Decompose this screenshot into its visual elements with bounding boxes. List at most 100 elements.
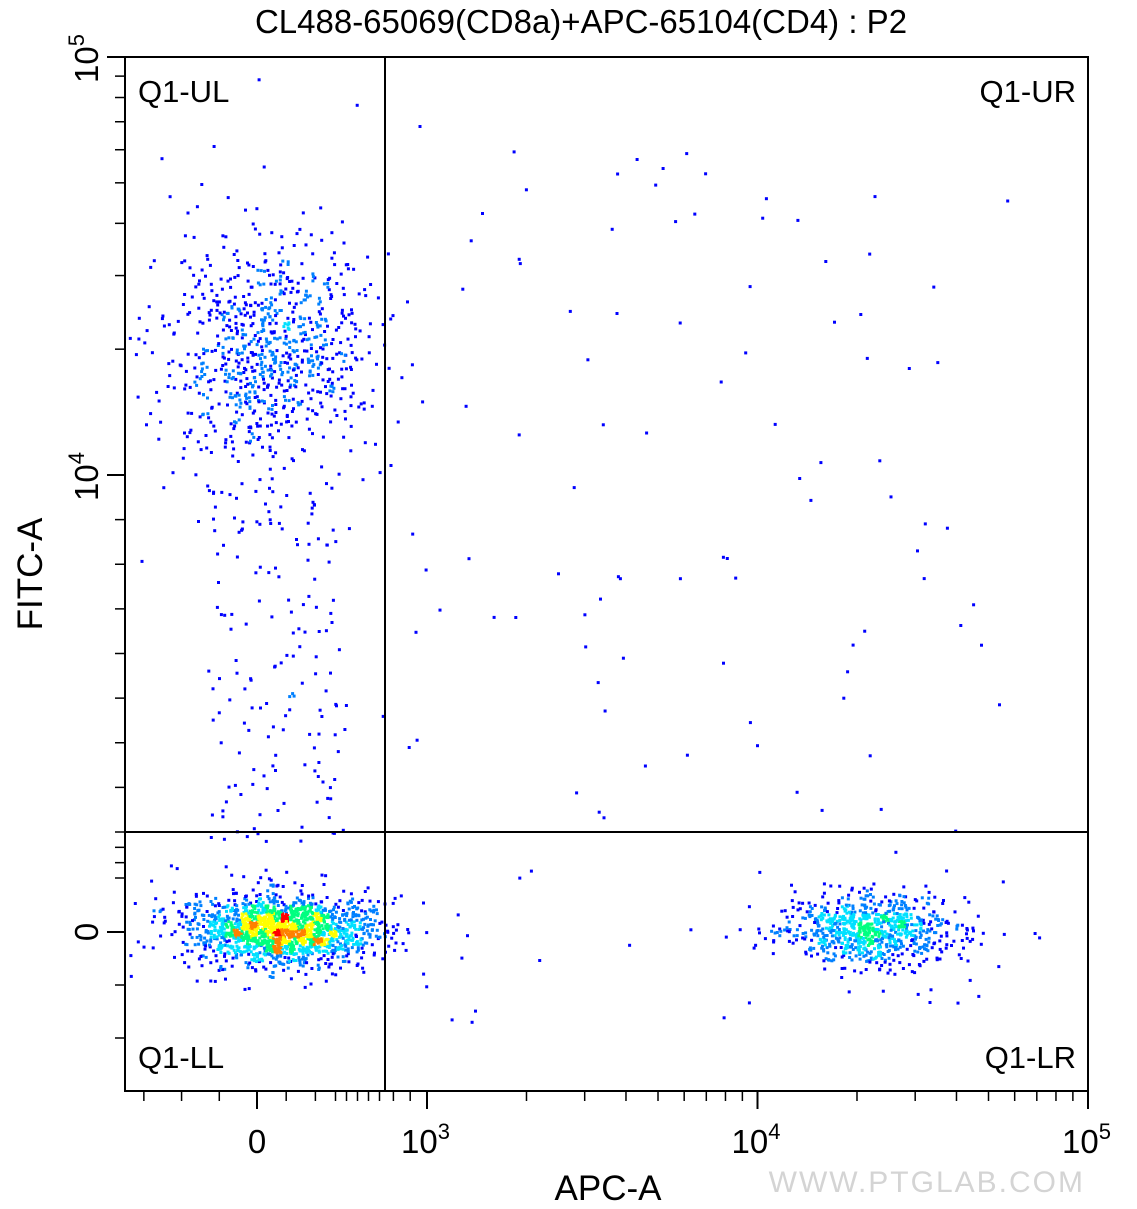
event-dot bbox=[288, 353, 292, 357]
event-dot bbox=[321, 780, 325, 784]
event-dot bbox=[151, 920, 155, 924]
event-dot bbox=[804, 931, 808, 935]
event-dot bbox=[321, 355, 325, 359]
event-dot bbox=[229, 627, 233, 631]
event-dot bbox=[274, 421, 278, 425]
event-dot bbox=[353, 905, 356, 908]
event-dot bbox=[268, 433, 272, 437]
event-dot bbox=[220, 490, 224, 494]
event-dot bbox=[265, 787, 269, 791]
event-dot bbox=[314, 935, 318, 939]
event-dot bbox=[215, 316, 219, 320]
event-dot bbox=[804, 952, 808, 956]
event-dot bbox=[209, 420, 213, 424]
event-dot bbox=[820, 808, 824, 812]
event-dot bbox=[313, 577, 317, 581]
event-dot bbox=[918, 947, 922, 950]
event-dot bbox=[322, 933, 325, 937]
event-dot bbox=[204, 955, 208, 959]
event-dot bbox=[378, 921, 382, 925]
event-dot bbox=[202, 918, 206, 921]
event-dot bbox=[213, 505, 217, 509]
event-dot bbox=[234, 940, 238, 944]
event-dot bbox=[314, 912, 317, 915]
event-dot bbox=[268, 939, 272, 943]
event-dot bbox=[256, 281, 260, 285]
event-dot bbox=[858, 917, 862, 921]
event-dot bbox=[311, 409, 315, 413]
event-dot bbox=[779, 929, 783, 933]
event-dot bbox=[351, 391, 355, 395]
event-dot bbox=[282, 404, 286, 408]
event-dot bbox=[273, 298, 277, 302]
event-dot bbox=[322, 954, 326, 958]
event-dot bbox=[212, 949, 216, 953]
event-dot bbox=[810, 914, 814, 917]
event-dot bbox=[223, 445, 227, 449]
event-dot bbox=[285, 389, 289, 392]
event-dot bbox=[342, 359, 346, 363]
event-dot bbox=[333, 778, 337, 781]
event-dot bbox=[914, 937, 917, 941]
event-dot bbox=[278, 278, 282, 282]
event-dot bbox=[251, 934, 255, 937]
event-dot bbox=[843, 927, 847, 931]
event-dot bbox=[835, 931, 839, 935]
event-dot bbox=[346, 267, 350, 271]
event-dot bbox=[291, 944, 295, 948]
event-dot bbox=[239, 923, 243, 927]
event-dot bbox=[245, 402, 249, 406]
event-dot bbox=[278, 895, 282, 899]
event-dot bbox=[599, 597, 602, 601]
event-dot bbox=[325, 923, 329, 926]
event-dot bbox=[301, 603, 305, 607]
event-dot bbox=[277, 913, 281, 917]
event-dot bbox=[134, 353, 138, 357]
event-dot bbox=[798, 907, 802, 911]
event-dot bbox=[255, 941, 259, 945]
event-dot bbox=[343, 943, 347, 947]
event-dot bbox=[330, 920, 334, 924]
event-dot bbox=[235, 348, 239, 352]
event-dot bbox=[355, 907, 359, 911]
event-dot bbox=[274, 411, 278, 414]
event-dot bbox=[233, 913, 237, 917]
event-dot bbox=[282, 341, 286, 345]
event-dot bbox=[909, 916, 913, 920]
event-dot bbox=[344, 316, 347, 320]
event-dot bbox=[323, 908, 327, 912]
event-dot bbox=[240, 929, 244, 933]
event-dot bbox=[330, 621, 334, 624]
event-dot bbox=[424, 568, 428, 572]
event-dot bbox=[271, 273, 275, 277]
event-dot bbox=[819, 938, 823, 942]
event-dot bbox=[372, 923, 375, 927]
event-dot bbox=[878, 968, 882, 972]
event-dot bbox=[258, 951, 262, 955]
event-dot bbox=[945, 526, 949, 530]
event-dot bbox=[300, 906, 304, 910]
event-dot bbox=[372, 904, 376, 908]
event-dot bbox=[196, 909, 200, 913]
event-dot bbox=[820, 912, 824, 915]
event-dot bbox=[831, 920, 835, 924]
event-dot bbox=[235, 249, 239, 253]
event-dot bbox=[821, 927, 825, 931]
event-dot bbox=[843, 966, 847, 970]
event-dot bbox=[320, 873, 324, 877]
event-dot bbox=[207, 669, 211, 673]
event-dot bbox=[871, 935, 875, 939]
event-dot bbox=[375, 928, 379, 932]
event-dot bbox=[250, 432, 254, 436]
event-dot bbox=[289, 943, 293, 947]
event-dot bbox=[326, 927, 330, 931]
event-dot bbox=[320, 942, 324, 946]
event-dot bbox=[920, 896, 924, 900]
event-dot bbox=[842, 953, 846, 957]
event-dot bbox=[856, 939, 860, 943]
event-dot bbox=[221, 934, 225, 938]
event-dot bbox=[266, 919, 270, 923]
event-dot bbox=[615, 312, 619, 315]
event-dot bbox=[259, 876, 263, 880]
event-dot bbox=[847, 910, 851, 914]
